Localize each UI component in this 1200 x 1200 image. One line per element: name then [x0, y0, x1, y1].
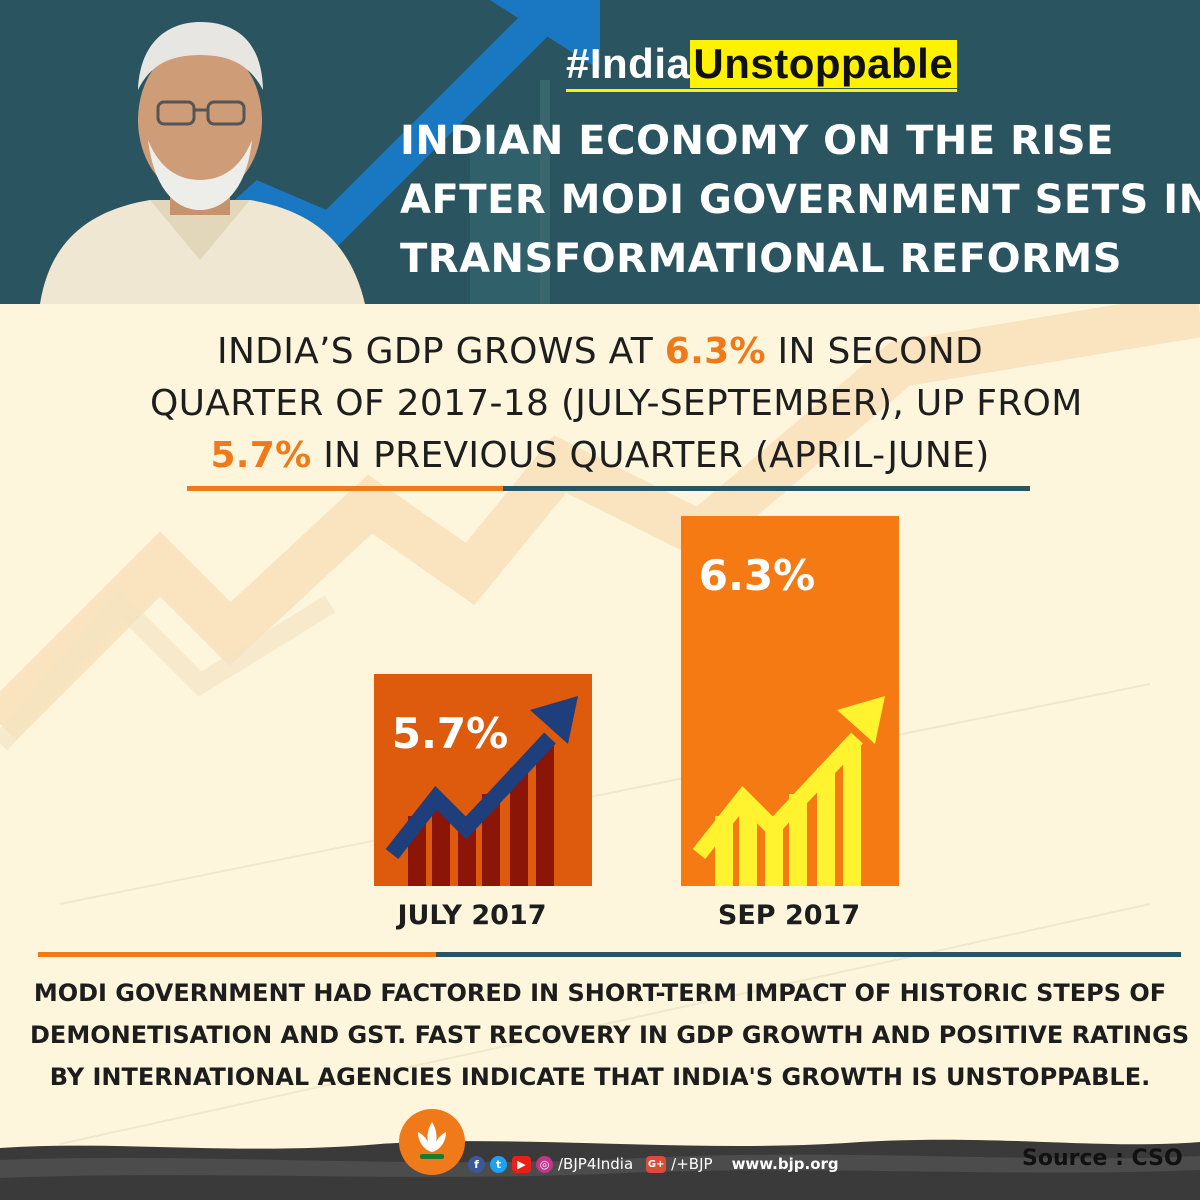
highlight-value: 6.3% [664, 331, 766, 372]
gplus-handle[interactable]: /+BJP [671, 1155, 713, 1173]
highlight-value: 5.7% [210, 435, 312, 476]
chart-subtitle: INDIA’S GDP GROWS AT 6.3% IN SECOND QUAR… [150, 326, 1083, 482]
header-band: #India Unstoppable INDIAN ECONOMY ON THE … [0, 0, 1200, 304]
bar-value-label: 5.7% [392, 709, 508, 758]
headline-line: TRANSFORMATIONAL REFORMS [400, 236, 1122, 282]
headline-line: INDIAN ECONOMY ON THE RISE [400, 118, 1114, 164]
subtitle-text: IN PREVIOUS QUARTER (APRIL-JUNE) [311, 435, 990, 476]
footnote-line: DEMONETISATION AND GST. FAST RECOVERY IN… [30, 1021, 1190, 1049]
growth-icon [385, 696, 578, 886]
source-credit: Source : CSO [1022, 1146, 1183, 1171]
footnote-line: MODI GOVERNMENT HAD FACTORED IN SHORT-TE… [33, 979, 1167, 1007]
footer-band [0, 1130, 1200, 1200]
headline: INDIAN ECONOMY ON THE RISE AFTER MODI GO… [400, 112, 1200, 289]
lotus-logo [399, 1109, 465, 1175]
headline-line: AFTER MODI GOVERNMENT SETS IN [400, 177, 1200, 223]
subtitle-text: INDIA’S GDP GROWS AT [217, 331, 665, 372]
brush-stroke-background [0, 1139, 1200, 1200]
divider-top [187, 486, 1030, 491]
google-plus-icon[interactable]: G+ [646, 1155, 667, 1173]
footnote-line: BY INTERNATIONAL AGENCIES INDICATE THAT … [49, 1063, 1151, 1091]
growth-icon [692, 696, 885, 886]
twitter-icon[interactable]: t [490, 1155, 507, 1173]
subtitle-text: IN SECOND [765, 331, 983, 372]
social-handle[interactable]: /BJP4India [558, 1155, 634, 1173]
divider-bottom [38, 952, 1181, 957]
hashtag-banner: #India Unstoppable [566, 40, 958, 92]
gdp-bar-chart: 5.7% JULY 2017 6.3% SEP 2017 [374, 516, 899, 931]
footnote-text: MODI GOVERNMENT HAD FACTORED IN SHORT-TE… [30, 972, 1190, 1098]
category-label: JULY 2017 [395, 900, 546, 931]
website-link[interactable]: www.bjp.org [731, 1155, 839, 1173]
subtitle-line: QUARTER OF 2017-18 (JULY-SEPTEMBER), UP … [150, 383, 1083, 424]
background-trend-graphic [0, 304, 1200, 1145]
leader-portrait [40, 22, 365, 304]
subtitle-line: INDIA’S GDP GROWS AT 6.3% IN SECOND [150, 326, 1050, 378]
facebook-icon[interactable]: f [468, 1155, 485, 1173]
youtube-icon[interactable]: ▶ [512, 1155, 531, 1173]
category-label: SEP 2017 [718, 900, 860, 931]
bar-value-label: 6.3% [699, 551, 815, 600]
hashtag-highlight: Unstoppable [690, 40, 958, 88]
subtitle-line: 5.7% IN PREVIOUS QUARTER (APRIL-JUNE) [150, 430, 1050, 482]
social-links: f t ▶ ◎ /BJP4India G+ /+BJP www.bjp.org [468, 1152, 839, 1176]
hashtag-prefix: #India [566, 40, 691, 87]
bar-group: 5.7% JULY 2017 [374, 674, 592, 931]
bar-group: 6.3% SEP 2017 [681, 516, 899, 931]
instagram-icon[interactable]: ◎ [536, 1155, 553, 1173]
